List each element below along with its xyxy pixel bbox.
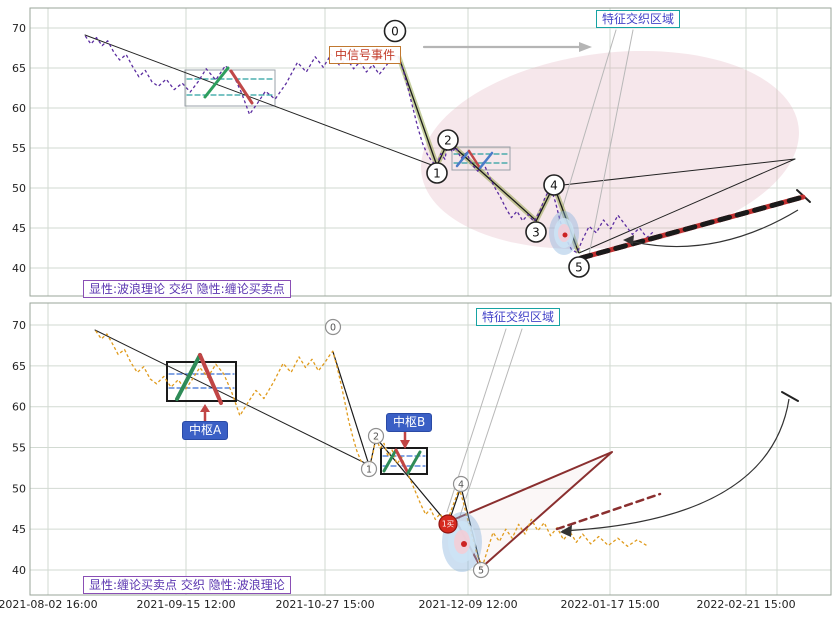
pivot-box bbox=[451, 146, 511, 171]
wave-marker-label: 2 bbox=[444, 133, 452, 147]
annotation-line bbox=[588, 29, 634, 256]
y-tick-label: 55 bbox=[12, 442, 26, 455]
wave-marker-label: 5 bbox=[478, 565, 484, 576]
annotation-line bbox=[458, 328, 523, 520]
x-tick-label: 2022-01-17 15:00 bbox=[560, 598, 659, 611]
mid-signal-event-label: 中信号事件 bbox=[329, 46, 402, 65]
y-tick-label: 45 bbox=[12, 222, 26, 235]
chan-segment bbox=[229, 69, 254, 105]
y-tick-label: 65 bbox=[12, 360, 26, 373]
y-tick-label: 70 bbox=[12, 22, 26, 35]
chan-segment bbox=[455, 149, 471, 168]
pivot-b-chip: 中枢B bbox=[386, 413, 433, 432]
wave-marker-circle bbox=[525, 221, 547, 243]
wave-marker-label: 1买 bbox=[442, 520, 455, 529]
arrowhead-icon bbox=[400, 440, 410, 449]
curved-arrow-line bbox=[561, 398, 790, 532]
y-tick-label: 40 bbox=[12, 564, 26, 577]
projection-dash bbox=[578, 194, 806, 261]
pivot-a-chip: 中枢A bbox=[182, 421, 229, 440]
annotation-line bbox=[557, 29, 617, 224]
pivot-box bbox=[184, 69, 276, 107]
price-series bbox=[84, 35, 655, 254]
wave-marker-circle bbox=[437, 129, 459, 151]
wave-marker-label: 3 bbox=[532, 225, 540, 239]
annotation-line bbox=[553, 158, 796, 187]
wave-marker-label: 0 bbox=[391, 24, 399, 38]
y-tick-label: 50 bbox=[12, 182, 26, 195]
wave-path bbox=[397, 55, 580, 254]
chan-segment bbox=[175, 353, 202, 401]
wave-marker-circle bbox=[438, 514, 458, 534]
x-tick-label: 2021-10-27 15:00 bbox=[275, 598, 374, 611]
wave-marker-label: 1 bbox=[366, 464, 372, 475]
y-tick-label: 40 bbox=[12, 262, 26, 275]
y-tick-label: 60 bbox=[12, 401, 26, 414]
wave-marker-circle bbox=[472, 561, 490, 579]
chan-segment bbox=[203, 66, 230, 99]
annotation-line bbox=[84, 34, 446, 171]
annotation-line bbox=[94, 329, 370, 466]
y-tick-label: 50 bbox=[12, 482, 26, 495]
dashed-annotation-line bbox=[555, 492, 662, 531]
mode-label-top: 显性:波浪理论 交织 隐性:缠论买卖点 bbox=[83, 280, 291, 299]
x-tick-label: 2021-09-15 12:00 bbox=[136, 598, 235, 611]
wave-marker-label: 1 bbox=[433, 166, 441, 180]
chan-segment bbox=[406, 450, 422, 475]
chan-segment bbox=[382, 448, 398, 473]
y-tick-label: 60 bbox=[12, 102, 26, 115]
chan-segment bbox=[394, 448, 410, 475]
wave-marker-label: 2 bbox=[373, 431, 379, 442]
wave-marker-label: 4 bbox=[550, 178, 558, 192]
wave-marker-circle bbox=[543, 174, 565, 196]
y-tick-label: 70 bbox=[12, 319, 26, 332]
wave-marker-circle bbox=[360, 460, 378, 478]
wave-marker-label: 0 bbox=[330, 322, 336, 333]
arrowhead-icon bbox=[200, 404, 210, 412]
wave-marker-circle bbox=[452, 475, 470, 493]
wave-marker-circle bbox=[324, 318, 342, 336]
plot-frame bbox=[29, 7, 832, 297]
wave-marker-circle bbox=[367, 427, 385, 445]
mode-label-bottom: 显性:缠论买卖点 交织 隐性:波浪理论 bbox=[83, 576, 291, 595]
wave-marker-label: 5 bbox=[575, 260, 583, 274]
glow-center-dot bbox=[461, 541, 467, 547]
arrowhead-icon bbox=[623, 235, 634, 245]
curved-arrow-line bbox=[624, 209, 799, 248]
y-tick-label: 45 bbox=[12, 523, 26, 536]
x-tick-label: 2022-02-21 15:00 bbox=[696, 598, 795, 611]
arrowhead-icon bbox=[579, 42, 592, 52]
glow-center-dot bbox=[562, 232, 568, 238]
chan-segment bbox=[478, 151, 494, 170]
y-tick-label: 65 bbox=[12, 62, 26, 75]
chan-segment bbox=[467, 149, 482, 170]
arrowhead-icon bbox=[560, 525, 572, 537]
x-tick-label: 2021-12-09 12:00 bbox=[418, 598, 517, 611]
plot-frame bbox=[29, 302, 832, 596]
wave-path bbox=[332, 350, 482, 567]
wave-marker-circle bbox=[426, 162, 448, 184]
feature-interweave-zone-label-top: 特征交织区域 bbox=[596, 10, 681, 29]
wave-marker-label: 4 bbox=[458, 479, 464, 490]
wave-marker-circle bbox=[568, 256, 590, 278]
chan-segment bbox=[198, 353, 223, 405]
wave-marker-circle bbox=[383, 19, 407, 43]
annotation-line bbox=[578, 158, 796, 254]
x-tick-label: 2021-08-02 16:00 bbox=[0, 598, 98, 611]
y-tick-label: 55 bbox=[12, 142, 26, 155]
feature-interweave-zone-label-bottom: 特征交织区域 bbox=[476, 308, 561, 327]
annotation-line bbox=[781, 391, 799, 402]
